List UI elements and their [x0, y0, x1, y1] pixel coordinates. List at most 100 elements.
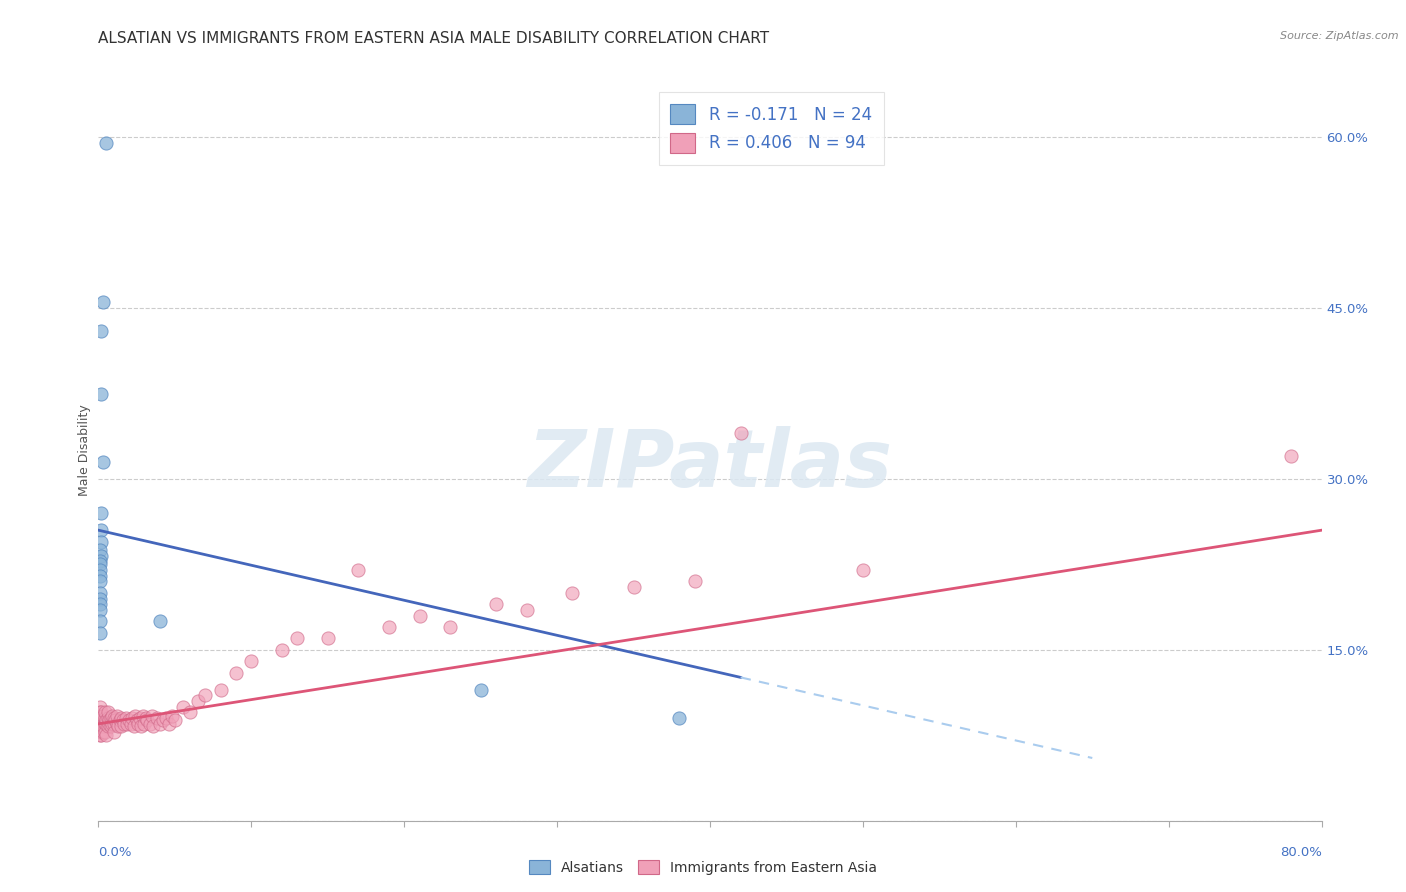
Point [90, 724, 112, 739]
Point [100, 711, 122, 725]
Point [121, 711, 143, 725]
Point [90, 549, 112, 564]
Point [132, 709, 155, 723]
Point [89, 597, 111, 611]
Point [105, 709, 128, 723]
Point [89, 542, 111, 557]
Point [149, 615, 172, 629]
Text: ZIPatlas: ZIPatlas [527, 426, 893, 504]
Point [105, 716, 128, 731]
Point [142, 719, 165, 733]
Point [225, 665, 247, 680]
Point [103, 711, 125, 725]
Point [107, 719, 129, 733]
Point [347, 563, 370, 577]
Point [89, 625, 111, 640]
Point [163, 714, 186, 728]
Point [316, 632, 339, 646]
Point [90, 523, 112, 537]
Point [89, 699, 111, 714]
Point [89, 709, 111, 723]
Point [89, 716, 111, 731]
Point [141, 709, 163, 723]
Point [91, 711, 114, 725]
Point [118, 714, 141, 728]
Text: ALSATIAN VS IMMIGRANTS FROM EASTERN ASIA MALE DISABILITY CORRELATION CHART: ALSATIAN VS IMMIGRANTS FROM EASTERN ASIA… [98, 31, 769, 46]
Point [101, 716, 124, 731]
Text: Source: ZipAtlas.com: Source: ZipAtlas.com [1281, 31, 1399, 41]
Point [94, 728, 117, 742]
Point [149, 716, 172, 731]
Point [683, 574, 706, 589]
Point [89, 603, 111, 617]
Point [89, 716, 111, 731]
Point [90, 506, 112, 520]
Legend: R = -0.171   N = 24, R = 0.406   N = 94: R = -0.171 N = 24, R = 0.406 N = 94 [659, 92, 883, 165]
Point [516, 603, 538, 617]
Point [94, 136, 117, 150]
Point [90, 534, 112, 549]
Point [125, 714, 148, 728]
Point [91, 455, 114, 469]
Point [124, 709, 146, 723]
Point [129, 719, 152, 733]
Point [285, 632, 308, 646]
Point [101, 709, 124, 723]
Point [194, 689, 217, 703]
Point [89, 574, 111, 589]
Point [91, 709, 114, 723]
Point [98, 716, 121, 731]
Point [110, 711, 132, 725]
Point [91, 295, 114, 310]
Point [89, 723, 111, 737]
Y-axis label: Male Disability: Male Disability [79, 405, 91, 496]
Point [115, 711, 138, 725]
Point [470, 682, 492, 697]
Point [179, 706, 201, 720]
Point [93, 711, 115, 725]
Point [89, 568, 111, 582]
Point [152, 714, 174, 728]
Point [90, 386, 112, 401]
Point [155, 711, 177, 725]
Point [103, 716, 125, 731]
Point [89, 711, 111, 725]
Point [97, 719, 120, 733]
Point [439, 620, 461, 634]
Point [623, 580, 645, 594]
Point [730, 426, 752, 441]
Point [97, 711, 120, 725]
Point [157, 716, 180, 731]
Point [91, 719, 114, 733]
Point [100, 719, 122, 733]
Point [90, 711, 112, 725]
Point [89, 728, 111, 742]
Point [172, 699, 194, 714]
Point [89, 558, 111, 572]
Legend: Alsatians, Immigrants from Eastern Asia: Alsatians, Immigrants from Eastern Asia [523, 855, 883, 880]
Point [89, 554, 111, 568]
Point [90, 706, 112, 720]
Point [139, 716, 162, 731]
Point [378, 620, 401, 634]
Text: 0.0%: 0.0% [98, 846, 132, 859]
Point [104, 714, 127, 728]
Point [94, 716, 117, 731]
Point [1279, 449, 1302, 463]
Point [91, 716, 114, 731]
Point [89, 615, 111, 629]
Point [98, 714, 121, 728]
Point [110, 719, 132, 733]
Point [108, 714, 131, 728]
Point [561, 586, 583, 600]
Point [89, 586, 111, 600]
Point [93, 724, 115, 739]
Text: 80.0%: 80.0% [1279, 846, 1322, 859]
Point [94, 714, 117, 728]
Point [93, 706, 115, 720]
Point [852, 563, 875, 577]
Point [135, 711, 157, 725]
Point [668, 711, 690, 725]
Point [160, 709, 183, 723]
Point [112, 716, 135, 731]
